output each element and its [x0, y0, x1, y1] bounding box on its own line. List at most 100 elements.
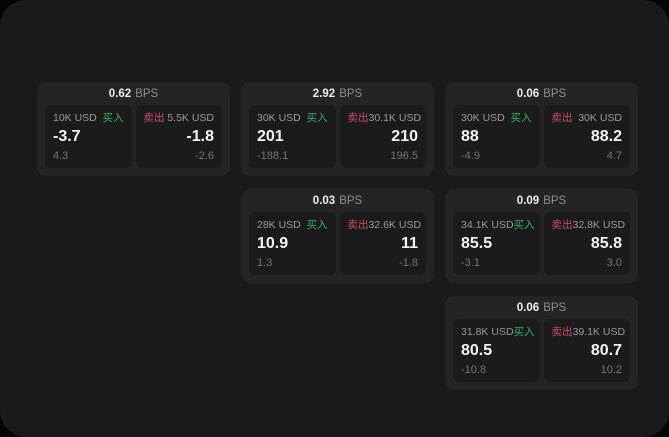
sell-notional: 32.8K USD: [572, 219, 626, 231]
sell-sub-value: -2.6: [195, 150, 214, 162]
sell-price: 85.8: [590, 235, 622, 252]
buy-notional: 30K USD: [257, 112, 301, 124]
buy-sub-value: -10.8: [461, 364, 487, 376]
sell-notional: 5.5K USD: [167, 112, 214, 124]
sell-panel[interactable]: 卖出 30K USD 88.2 4.7: [543, 105, 630, 168]
bps-value: 0.62: [108, 87, 132, 100]
sell-side-label: 卖出: [551, 112, 573, 124]
buy-price: 10.9: [257, 235, 289, 252]
sell-notional: 32.6K USD: [368, 219, 422, 231]
buy-panel[interactable]: 28K USD 买入 10.9 1.3: [249, 212, 336, 275]
buy-notional: 31.8K USD: [461, 326, 514, 338]
sell-side-label: 卖出: [551, 326, 573, 338]
bps-spread-header: 0.03 BPS: [241, 189, 434, 212]
sell-price: 80.7: [590, 342, 622, 359]
sell-panel-header: 卖出 30.1K USD: [347, 112, 422, 125]
bps-unit-label: BPS: [135, 87, 159, 100]
quote-card: 0.06 BPS 31.8K USD 买入 80.5 -10.8 卖出 39.1…: [445, 296, 638, 390]
bps-value: 0.06: [516, 301, 540, 314]
sell-price: 11: [401, 235, 418, 252]
buy-side-label: 买入: [306, 219, 328, 231]
buy-panel-header: 30K USD 买入: [257, 112, 328, 125]
quote-card: 0.06 BPS 30K USD 买入 88 -4.9 卖出 30K USD 8…: [445, 82, 638, 176]
quote-panels: 10K USD 买入 -3.7 4.3 卖出 5.5K USD -1.8 -2.…: [45, 105, 222, 168]
buy-side-label: 买入: [510, 112, 532, 124]
sell-sub-value: 4.7: [606, 150, 622, 162]
buy-panel[interactable]: 30K USD 买入 201 -188.1: [249, 105, 336, 168]
bps-value: 2.92: [312, 87, 336, 100]
buy-sub-value: -4.9: [461, 150, 480, 162]
sell-panel[interactable]: 卖出 39.1K USD 80.7 10.2: [543, 319, 630, 382]
bps-unit-label: BPS: [543, 301, 567, 314]
buy-panel[interactable]: 10K USD 买入 -3.7 4.3: [45, 105, 132, 168]
buy-side-label: 买入: [306, 112, 328, 124]
sell-sub-value: 10.2: [600, 364, 622, 376]
buy-sub-value: -3.1: [461, 257, 480, 269]
sell-side-label: 卖出: [347, 219, 369, 231]
sell-side-label: 卖出: [143, 112, 165, 124]
sell-notional: 39.1K USD: [572, 326, 626, 338]
sell-notional: 30.1K USD: [368, 112, 422, 124]
buy-panel-header: 10K USD 买入: [53, 112, 124, 125]
sell-panel-header: 卖出 30K USD: [552, 112, 623, 125]
buy-notional: 34.1K USD: [461, 219, 514, 231]
bps-unit-label: BPS: [543, 194, 567, 207]
quote-card: 0.03 BPS 28K USD 买入 10.9 1.3 卖出 32.6K US…: [241, 189, 434, 283]
sell-side-label: 卖出: [347, 112, 369, 124]
sell-panel[interactable]: 卖出 30.1K USD 210 196.5: [339, 105, 426, 168]
sell-panel-header: 卖出 32.8K USD: [551, 219, 626, 232]
quote-panels: 30K USD 买入 201 -188.1 卖出 30.1K USD 210 1…: [249, 105, 426, 168]
buy-price: 201: [257, 128, 284, 145]
buy-price: -3.7: [53, 128, 81, 145]
sell-panel-header: 卖出 5.5K USD: [144, 112, 215, 125]
quote-card: 0.62 BPS 10K USD 买入 -3.7 4.3 卖出 5.5K USD…: [37, 82, 230, 176]
sell-notional: 30K USD: [578, 112, 622, 124]
bps-unit-label: BPS: [339, 87, 363, 100]
sell-sub-value: -1.8: [399, 257, 418, 269]
quote-panels: 30K USD 买入 88 -4.9 卖出 30K USD 88.2 4.7: [453, 105, 630, 168]
buy-panel-header: 30K USD 买入: [461, 112, 532, 125]
quote-panels: 31.8K USD 买入 80.5 -10.8 卖出 39.1K USD 80.…: [453, 319, 630, 382]
sell-panel-header: 卖出 32.6K USD: [347, 219, 422, 232]
sell-side-label: 卖出: [551, 219, 573, 231]
bps-spread-header: 2.92 BPS: [241, 82, 434, 105]
sell-price: 88.2: [590, 128, 622, 145]
buy-side-label: 买入: [102, 112, 124, 124]
bps-spread-header: 0.06 BPS: [445, 296, 638, 319]
buy-panel-header: 31.8K USD 买入: [461, 326, 535, 339]
bps-value: 0.09: [516, 194, 540, 207]
quote-card: 2.92 BPS 30K USD 买入 201 -188.1 卖出 30.1K …: [241, 82, 434, 176]
buy-notional: 30K USD: [461, 112, 505, 124]
buy-panel[interactable]: 34.1K USD 买入 85.5 -3.1: [453, 212, 540, 275]
buy-sub-value: 1.3: [257, 257, 273, 269]
sell-price: 210: [391, 128, 418, 145]
sell-price: -1.8: [186, 128, 214, 145]
bps-spread-header: 0.06 BPS: [445, 82, 638, 105]
buy-panel[interactable]: 30K USD 买入 88 -4.9: [453, 105, 540, 168]
buy-side-label: 买入: [513, 326, 535, 338]
sell-sub-value: 3.0: [606, 257, 622, 269]
sell-panel[interactable]: 卖出 5.5K USD -1.8 -2.6: [135, 105, 222, 168]
quote-card: 0.09 BPS 34.1K USD 买入 85.5 -3.1 卖出 32.8K…: [445, 189, 638, 283]
buy-notional: 10K USD: [53, 112, 97, 124]
buy-sub-value: -188.1: [257, 150, 289, 162]
buy-sub-value: 4.3: [53, 150, 69, 162]
buy-panel-header: 28K USD 买入: [257, 219, 328, 232]
bps-spread-header: 0.09 BPS: [445, 189, 638, 212]
buy-side-label: 买入: [513, 219, 535, 231]
bps-value: 0.06: [516, 87, 540, 100]
sell-panel-header: 卖出 39.1K USD: [551, 326, 626, 339]
buy-notional: 28K USD: [257, 219, 301, 231]
bps-unit-label: BPS: [339, 194, 363, 207]
buy-price: 88: [461, 128, 479, 145]
quote-panels: 28K USD 买入 10.9 1.3 卖出 32.6K USD 11 -1.8: [249, 212, 426, 275]
sell-sub-value: 196.5: [390, 150, 418, 162]
buy-panel[interactable]: 31.8K USD 买入 80.5 -10.8: [453, 319, 540, 382]
bps-spread-header: 0.62 BPS: [37, 82, 230, 105]
buy-price: 85.5: [461, 235, 493, 252]
buy-panel-header: 34.1K USD 买入: [461, 219, 535, 232]
sell-panel[interactable]: 卖出 32.8K USD 85.8 3.0: [543, 212, 630, 275]
sell-panel[interactable]: 卖出 32.6K USD 11 -1.8: [339, 212, 426, 275]
buy-price: 80.5: [461, 342, 493, 359]
